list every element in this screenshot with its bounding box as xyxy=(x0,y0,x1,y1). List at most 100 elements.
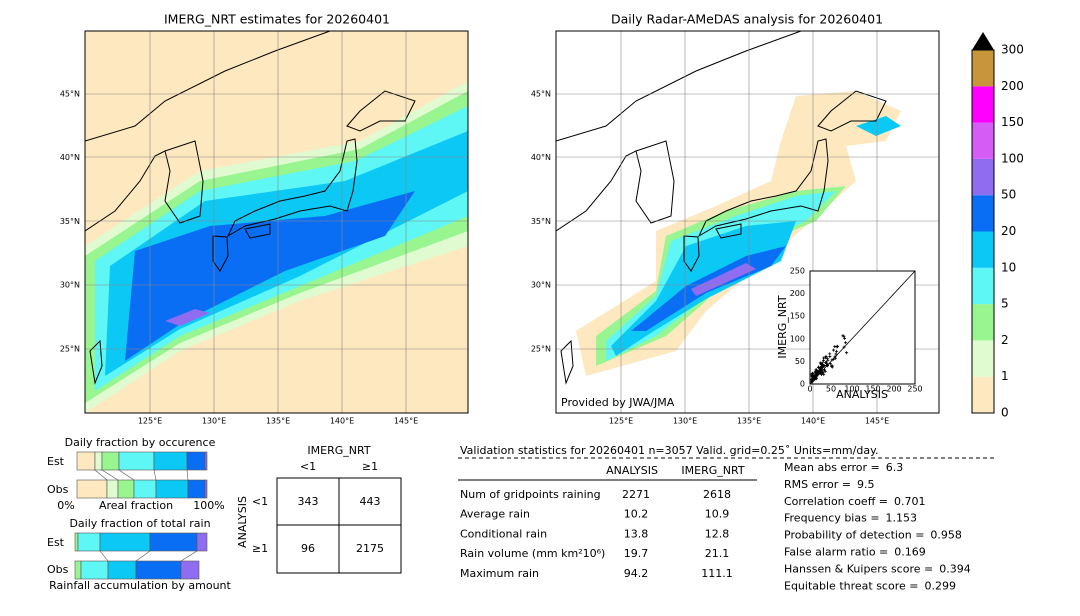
scatter-cross xyxy=(822,359,826,363)
score-label: Mean abs error = xyxy=(784,461,880,474)
axis-label: 0% xyxy=(57,499,74,512)
x-tick-label: 0 xyxy=(807,385,812,394)
score-label: Probability of detection = xyxy=(784,529,924,542)
scatter-cross xyxy=(817,371,821,375)
axis-label: 100% xyxy=(193,499,224,512)
scatter-cross xyxy=(828,352,832,356)
column-title: IMERG_NRT xyxy=(307,444,370,457)
cell: 13.8 xyxy=(624,527,649,540)
colorbar-frame xyxy=(971,49,995,414)
colorbar-label: 100 xyxy=(1001,151,1024,165)
colorbar-label: 200 xyxy=(1001,79,1024,93)
scatter-cross xyxy=(817,365,821,369)
colorbar-segment xyxy=(972,50,994,87)
map-title: Daily Radar-AMeDAS analysis for 20260401 xyxy=(611,12,883,27)
score-value: 0.958 xyxy=(930,529,962,542)
score-value: 0.169 xyxy=(894,546,926,559)
scatter-cross xyxy=(820,366,824,370)
x-tick-label: 250 xyxy=(907,385,922,394)
cell: 2175 xyxy=(356,542,384,555)
x-tick-label: 200 xyxy=(886,385,901,394)
scatter-cross xyxy=(834,352,838,356)
colorbar-segment xyxy=(972,86,994,123)
axis-label: ANALYSIS xyxy=(836,388,888,401)
row-label: Obs xyxy=(47,563,69,576)
scatter-cross xyxy=(833,356,837,360)
scatter-cross xyxy=(828,362,832,366)
column-header: ANALYSIS xyxy=(606,464,658,477)
lon-label: 135°E xyxy=(266,417,290,426)
map-title: IMERG_NRT estimates for 20260401 xyxy=(164,12,390,27)
scatter-cross xyxy=(811,377,815,381)
lat-label: 25°N xyxy=(531,344,551,353)
score: Correlation coeff = 0.701 xyxy=(784,495,926,508)
lat-label: 40°N xyxy=(60,153,80,162)
panel-title: Daily fraction by occurence xyxy=(65,436,216,449)
score: Frequency bias = 1.153 xyxy=(784,512,917,525)
cell: 2271 xyxy=(622,488,650,501)
scatter-cross xyxy=(830,364,834,368)
score: Hanssen & Kuipers score = 0.394 xyxy=(784,562,971,575)
score-label: Frequency bias = xyxy=(784,512,880,525)
colorbar-label: 1 xyxy=(1001,369,1009,383)
lon-label: 135°E xyxy=(737,417,761,426)
x-tick-label: 150 xyxy=(865,385,880,394)
lon-label: 130°E xyxy=(202,417,226,426)
scatter-cross xyxy=(824,360,828,364)
cell: 111.1 xyxy=(701,567,733,580)
scatter-cross xyxy=(825,357,829,361)
cell: 19.7 xyxy=(624,547,649,560)
x-tick-label: 100 xyxy=(844,385,859,394)
lat-label: 35°N xyxy=(531,217,551,226)
lon-label: 145°E xyxy=(865,417,889,426)
left-map xyxy=(84,30,469,414)
scatter-inset: ANALYSIS IMERG_NRT xyxy=(776,270,916,401)
lat-label: 30°N xyxy=(60,281,80,290)
score-value: 9.5 xyxy=(857,478,875,491)
scatter-cross xyxy=(835,345,839,349)
scatter-cross xyxy=(843,336,847,340)
row-label: Num of gridpoints raining xyxy=(460,488,601,501)
total-rain-panel: Daily fraction of total rain Est Obs Rai… xyxy=(47,517,232,592)
credit: Provided by JWA/JMA xyxy=(561,396,675,409)
axis-label: IMERG_NRT xyxy=(776,295,789,358)
scatter-cross xyxy=(815,373,819,377)
cell: 96 xyxy=(301,542,315,555)
score-value: 0.394 xyxy=(939,562,971,575)
scatter-cross xyxy=(826,358,830,362)
cell: 12.8 xyxy=(705,527,730,540)
cell: 21.1 xyxy=(705,547,730,560)
scatter-cross xyxy=(822,356,826,360)
cell: 10.2 xyxy=(624,508,649,521)
colorbar-segment xyxy=(972,231,994,268)
row-label: Obs xyxy=(47,483,69,496)
colorbar-segment xyxy=(972,304,994,341)
scatter-cross xyxy=(830,358,834,362)
scatter-cross xyxy=(822,373,826,377)
row-label: Est xyxy=(47,536,65,549)
lon-label: 125°E xyxy=(609,417,633,426)
score-value: 0.701 xyxy=(894,495,926,508)
colorbar-label: 5 xyxy=(1001,297,1009,311)
caption: Rainfall accumulation by amount xyxy=(49,579,231,592)
contingency-table: IMERG_NRT <1 ≥1 ANALYSIS <1 ≥1 343 443 9… xyxy=(236,444,402,574)
colorbar-segment xyxy=(972,376,994,413)
score: Probability of detection = 0.958 xyxy=(784,529,962,542)
row-label: Est xyxy=(47,455,65,468)
scatter-cross xyxy=(828,355,832,359)
scatter-cross xyxy=(835,344,839,348)
validation-panel: Validation statistics for 20260401 n=305… xyxy=(458,444,996,592)
colorbar-label: 20 xyxy=(1001,224,1016,238)
scatter-cross xyxy=(841,334,845,338)
score-value: 1.153 xyxy=(886,512,918,525)
scatter-cross xyxy=(822,364,826,368)
column-header: <1 xyxy=(300,460,316,473)
cell: 94.2 xyxy=(624,567,649,580)
scatter-cross xyxy=(844,341,848,345)
score-value: 0.299 xyxy=(924,579,956,592)
colorbar-segment xyxy=(972,158,994,196)
validation-header: Validation statistics for 20260401 n=305… xyxy=(460,444,879,457)
y-tick-label: 150 xyxy=(790,312,805,321)
lat-label: 25°N xyxy=(60,344,80,353)
